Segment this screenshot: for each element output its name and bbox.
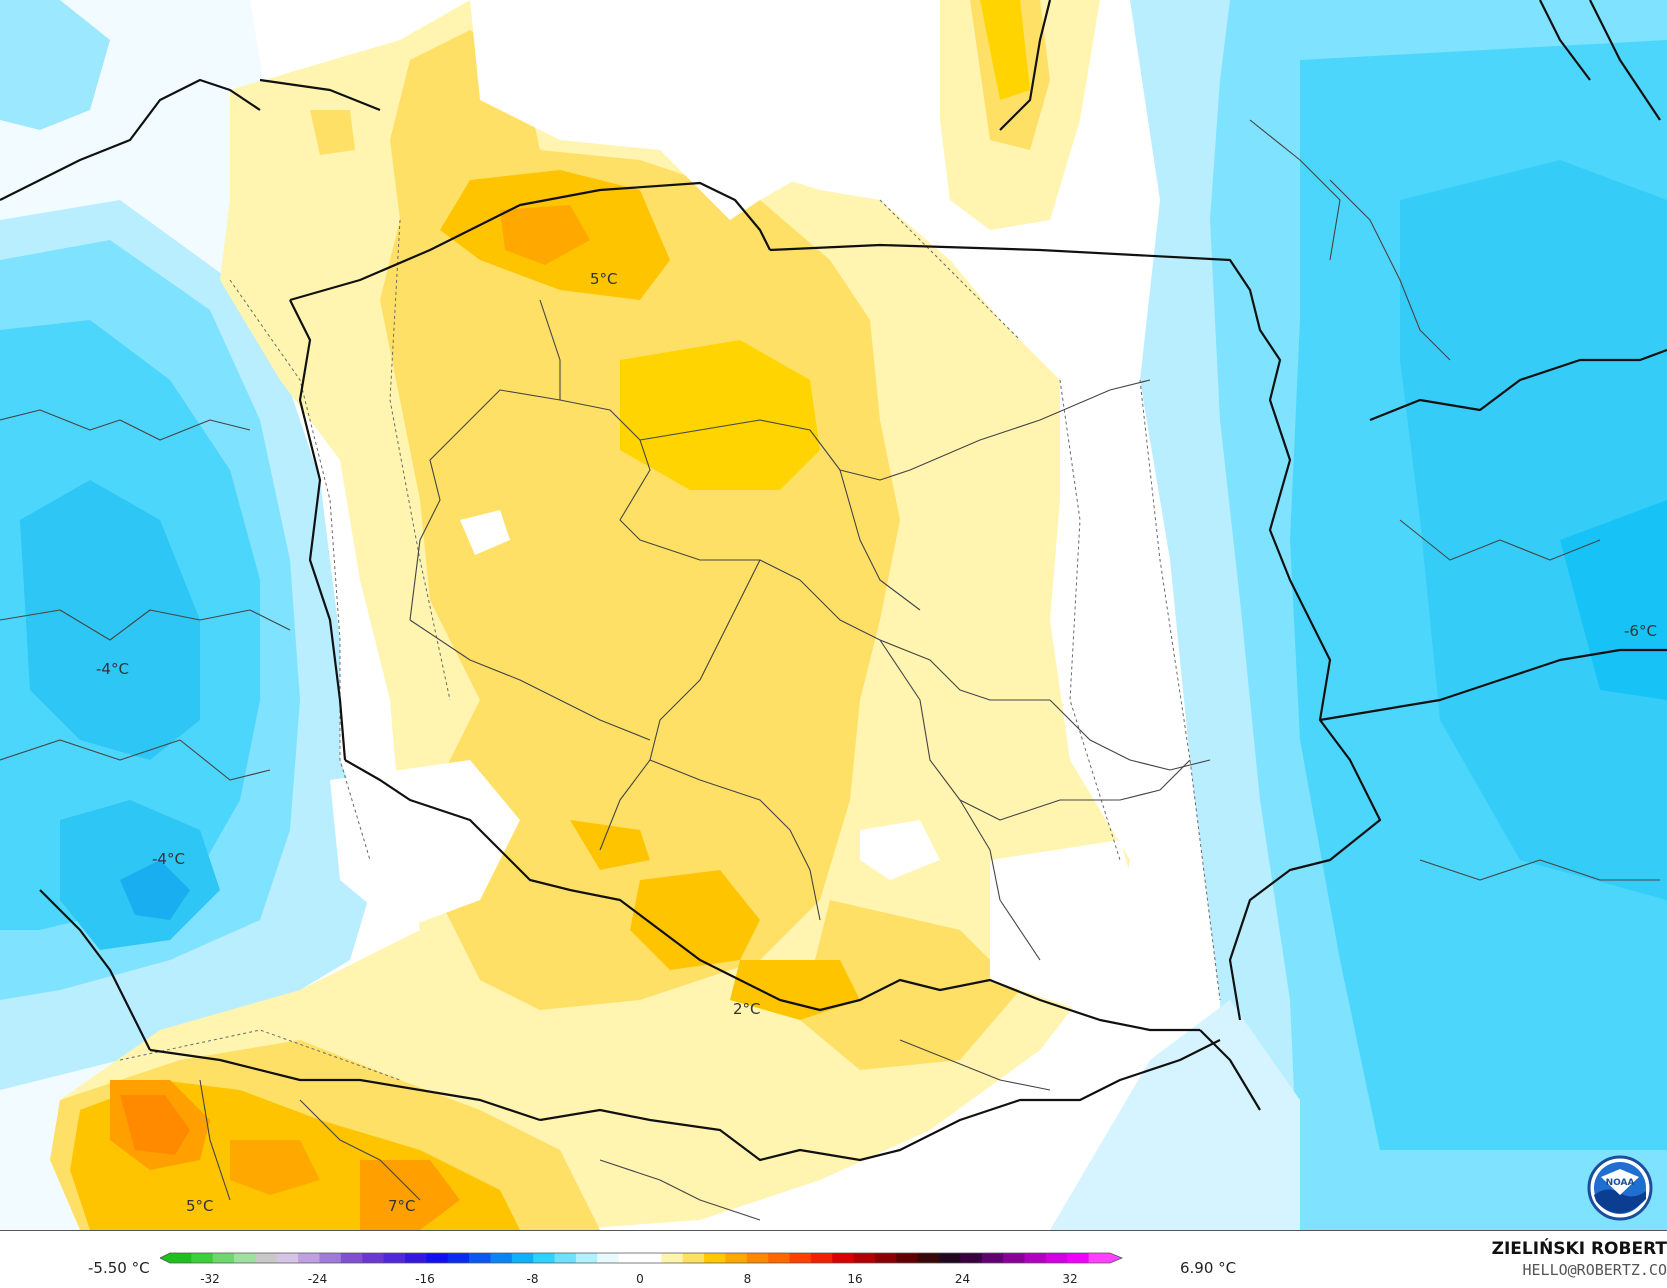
colorbar-cell xyxy=(554,1253,577,1263)
colorbar-cell xyxy=(981,1253,1004,1263)
colorbar-cell xyxy=(939,1253,961,1263)
colorbar-cell xyxy=(469,1253,491,1263)
colorbar-cell xyxy=(704,1253,726,1263)
colorbar-cell xyxy=(768,1253,791,1263)
temp-label-west-south: -4°C xyxy=(152,850,185,868)
colorbar-cell xyxy=(960,1253,983,1263)
colorbar-cell xyxy=(511,1253,534,1263)
colorbar-cell xyxy=(1003,1253,1026,1263)
colorbar-cell xyxy=(896,1253,919,1263)
colorbar-cell xyxy=(853,1253,876,1263)
temp-label-west-north: -4°C xyxy=(96,660,129,678)
colorbar-cell xyxy=(1045,1253,1068,1263)
colorbar-tick-label: -16 xyxy=(415,1272,435,1285)
author-name: ZIELIŃSKI ROBERT xyxy=(1491,1239,1667,1259)
colorbar-cell xyxy=(405,1253,427,1263)
colorbar-cell xyxy=(212,1253,235,1263)
colorbar-cell xyxy=(298,1253,321,1263)
colorbar-cell xyxy=(191,1253,214,1263)
colorbar-cell xyxy=(597,1253,620,1263)
temperature-anomaly-map: 5°C -4°C -4°C -6°C 2°C 5°C 7°C xyxy=(0,0,1667,1230)
colorbar-cell xyxy=(234,1253,256,1263)
temp-label-southwest: 5°C xyxy=(186,1197,214,1215)
colorbar-cell xyxy=(746,1253,769,1263)
colorbar-cell xyxy=(533,1253,556,1263)
temp-label-south-west-2: 7°C xyxy=(388,1197,416,1215)
colorbar-cell xyxy=(661,1253,684,1263)
author-email: HELLO@ROBERTZ.CO xyxy=(1522,1261,1667,1279)
colorbar-min-arrow xyxy=(160,1253,170,1263)
colorbar-cell xyxy=(362,1253,385,1263)
colorbar-tick-label: 16 xyxy=(847,1272,862,1285)
colorbar-cell xyxy=(917,1253,940,1263)
colorbar-tick-label: 32 xyxy=(1062,1272,1077,1285)
colorbar-tick-label: -8 xyxy=(527,1272,539,1285)
temp-label-baltic: 5°C xyxy=(590,270,618,288)
author-block: ZIELIŃSKI ROBERT HELLO@ROBERTZ.CO xyxy=(1492,1239,1667,1279)
temp-label-south: 2°C xyxy=(733,1000,761,1018)
colorbar-cell xyxy=(426,1253,449,1263)
noaa-logo-icon: NOAA xyxy=(1587,1155,1653,1221)
colorbar-tick-label: -32 xyxy=(200,1272,220,1285)
colorbar-cell xyxy=(276,1253,299,1263)
colorbar-cell xyxy=(682,1253,705,1263)
colorbar-tick-label: 8 xyxy=(744,1272,752,1285)
colorbar-tick-label: 24 xyxy=(955,1272,970,1285)
colorbar-cell xyxy=(340,1253,363,1263)
colorbar-cell xyxy=(875,1253,897,1263)
legend-footer: -5.50 °C -32 -24 -16 -8 0 8 16 24 32 6.90 °C ZIE… xyxy=(0,1230,1667,1288)
colorbar-cell xyxy=(810,1253,833,1263)
colorbar-cell xyxy=(1024,1253,1047,1263)
colorbar-cell xyxy=(575,1253,598,1263)
colorbar-cell xyxy=(1088,1253,1111,1263)
colorbar-cell xyxy=(170,1253,192,1263)
colorbar-cell xyxy=(832,1253,855,1263)
colorbar-cell xyxy=(255,1253,278,1263)
svg-text:NOAA: NOAA xyxy=(1606,1178,1635,1188)
colorbar-cell xyxy=(618,1253,641,1263)
colorbar-tick-label: -24 xyxy=(308,1272,328,1285)
legend-max-value: 6.90 °C xyxy=(1180,1259,1237,1277)
colorbar-cell xyxy=(447,1253,470,1263)
colorbar-cell xyxy=(490,1253,513,1263)
legend-min-value: -5.50 °C xyxy=(88,1259,150,1277)
colorbar: -32 -24 -16 -8 0 8 16 24 32 xyxy=(160,1252,1124,1285)
colorbar-cell xyxy=(319,1253,342,1263)
colorbar-cell xyxy=(789,1253,812,1263)
temp-label-east: -6°C xyxy=(1624,622,1657,640)
colorbar-cell xyxy=(1067,1253,1090,1263)
colorbar-cell xyxy=(640,1253,662,1263)
colorbar-max-arrow xyxy=(1110,1253,1122,1263)
colorbar-tick-label: 0 xyxy=(636,1272,644,1285)
colorbar-cell xyxy=(725,1253,748,1263)
colorbar-cell xyxy=(383,1253,406,1263)
